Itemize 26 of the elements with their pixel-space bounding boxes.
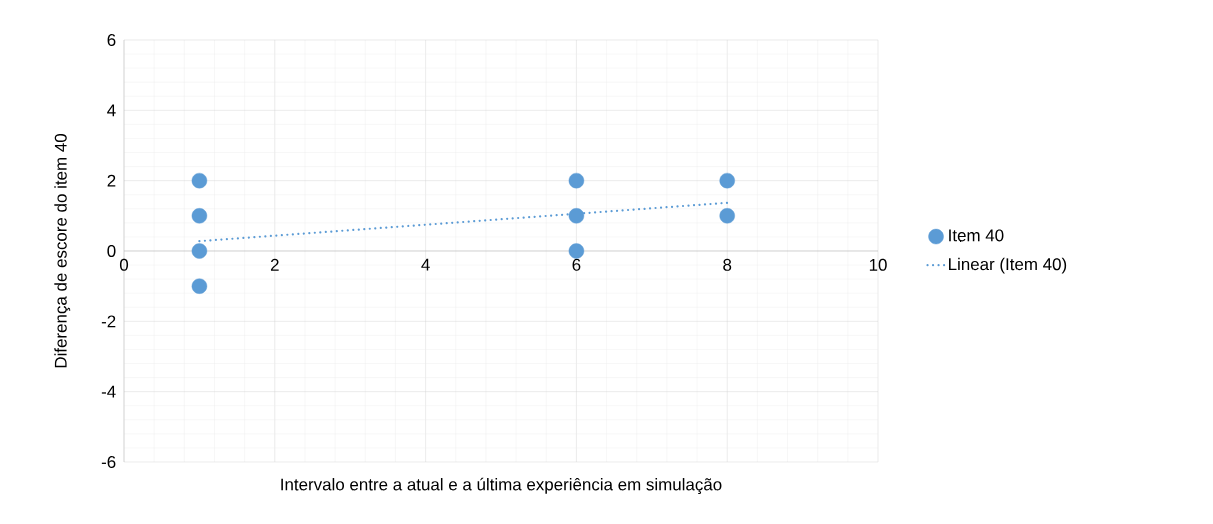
x-tick-label: 0 [119,258,129,271]
y-tick-label: 4 [107,104,116,117]
point [191,172,208,189]
x-tick-label: 4 [421,258,430,271]
point [191,243,208,259]
y-tick-label: 0 [107,244,116,257]
point [568,208,585,224]
x-tick-label: 2 [270,258,279,271]
x-axis-title: Intervalo entre a atual e a última experiência em simulação [281,477,722,494]
point [191,278,208,294]
y-tick-label: -6 [101,455,116,468]
x-tick-label: 10 [869,258,887,271]
legend-label: Item 40 [949,229,1004,242]
y-tick-label: -4 [101,385,116,398]
y-tick-label: 2 [107,174,116,187]
legend-label: Linear (Item 40) [949,257,1067,274]
point [568,243,585,259]
x-tick-label: 6 [572,258,581,271]
point [191,208,208,224]
point [719,172,735,189]
x-tick-label: 8 [723,258,732,271]
point [568,172,585,189]
y-tick-label: 6 [107,33,116,46]
y-axis-title: Diferença de escore do item 40 [54,134,71,368]
point [719,208,735,224]
y-tick-label: -2 [101,315,116,328]
